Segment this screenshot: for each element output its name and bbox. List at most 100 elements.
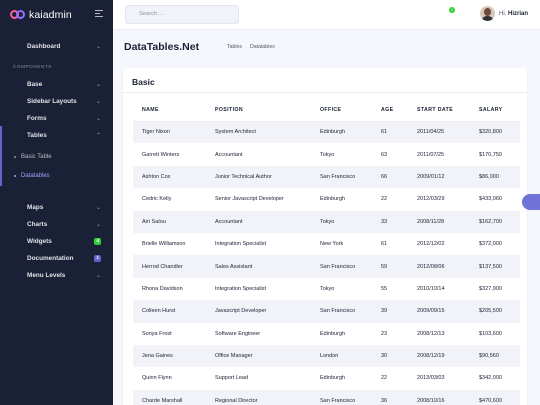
table-cell: 2010/10/14 xyxy=(417,285,445,292)
table-cell: Edinburgh xyxy=(320,196,346,203)
breadcrumb-tables[interactable]: Tables xyxy=(227,44,242,50)
greeting-text: Hi, xyxy=(499,11,507,17)
settings-tab[interactable] xyxy=(522,194,540,210)
logo-icon xyxy=(10,10,26,20)
sidebar-item-forms[interactable]: Forms ⌄ xyxy=(27,112,101,124)
table-row[interactable]: Charde Marshall Regional Director San Fran… xyxy=(133,389,520,405)
user-greeting[interactable]: Hi, Hizrian xyxy=(499,11,528,17)
table-cell: Sales Assistant xyxy=(206,255,311,278)
avatar[interactable] xyxy=(480,6,495,21)
table-cell: Rhona Davidson xyxy=(142,285,183,292)
sidebar-item-tables[interactable]: Tables ⌃ xyxy=(27,129,101,141)
bullet-icon xyxy=(14,156,16,158)
table-cell: 59 xyxy=(372,255,408,278)
column-header[interactable]: NAME xyxy=(133,100,206,122)
sidebar-item-label: Forms xyxy=(27,114,47,122)
sidebar-item-dashboard[interactable]: Dashboard ⌄ xyxy=(27,40,101,52)
sidebar-item-sidebar-layouts[interactable]: Sidebar Layouts ⌄ xyxy=(27,95,101,107)
chevron-down-icon: ⌄ xyxy=(95,98,101,105)
table-cell: Airi Satou xyxy=(133,210,206,233)
table-cell: 2013/03/03 xyxy=(417,375,445,382)
breadcrumb-datatables[interactable]: Datatables xyxy=(250,44,275,50)
column-header[interactable]: OFFICE xyxy=(311,100,372,122)
table-row[interactable]: Tiger Nixon System Architect Edinburgh 61 20… xyxy=(133,121,520,144)
section-label: COMPONENTS xyxy=(13,64,52,69)
sidebar-item-menu-levels[interactable]: Menu Levels ⌄ xyxy=(27,269,101,281)
card-title: Basic xyxy=(132,77,155,87)
table-cell: Accountant xyxy=(206,210,311,233)
chevron-down-icon: ⌄ xyxy=(95,43,101,50)
sidebar-item-widgets[interactable]: Widgets 4 xyxy=(27,235,101,247)
table-cell: System Architect xyxy=(206,121,311,144)
chevron-down-icon: ⌄ xyxy=(95,272,101,279)
table-cell: 39 xyxy=(372,300,408,323)
table-cell: Herrod Chandler xyxy=(133,255,206,278)
column-header[interactable]: AGE xyxy=(372,100,408,122)
widgets-badge: 4 xyxy=(94,237,101,245)
table-cell: Junior Technical Author xyxy=(206,165,311,189)
table-cell: Tokyo xyxy=(320,151,335,158)
sidebar-item-label: Sidebar Layouts xyxy=(27,97,77,105)
table-cell: Jena Gaines xyxy=(133,344,206,368)
table-cell: $90,560 xyxy=(470,344,520,368)
sidebar-item-charts[interactable]: Charts ⌄ xyxy=(27,218,101,230)
table-cell: 2011/04/25 xyxy=(408,121,470,144)
table-cell: 2012/03/29 xyxy=(417,196,445,203)
documentation-badge: 1 xyxy=(94,254,101,262)
table-cell: Integration Specialist xyxy=(215,241,267,248)
sidebar-subitem-datatables[interactable]: Datatables xyxy=(14,173,50,179)
table-cell: 61 xyxy=(372,121,408,144)
sidebar-subitem-basic-table[interactable]: Basic Table xyxy=(14,154,52,160)
sidebar-item-label: Tables xyxy=(27,131,47,139)
sidebar-subitem-label: Basic Table xyxy=(21,154,52,160)
table-cell: San Francisco xyxy=(311,255,372,278)
logo[interactable]: kaiadmin xyxy=(0,0,113,30)
table-cell: San Francisco xyxy=(311,389,372,405)
chevron-down-icon: ⌄ xyxy=(95,204,101,211)
top-navbar: Search ... 4 Hi, Hizrian xyxy=(113,0,540,30)
table-cell: $137,500 xyxy=(470,255,520,278)
sidebar-item-documentation[interactable]: Documentation 1 xyxy=(27,252,101,264)
table-row[interactable]: Herrod Chandler Sales Assistant San Franci… xyxy=(133,255,520,278)
sidebar-item-base[interactable]: Base ⌄ xyxy=(27,78,101,90)
table-cell: Office Manager xyxy=(206,344,311,368)
table-cell: Cedric Kelly xyxy=(142,196,172,203)
table-cell: 2009/01/12 xyxy=(408,165,470,189)
table-cell: 2011/07/25 xyxy=(417,151,445,158)
table-cell: 22 xyxy=(381,196,388,203)
table-row[interactable]: Garrett Winters Accountant Tokyo 63 2011/07/… xyxy=(133,143,520,165)
table-cell: 2008/10/16 xyxy=(408,389,470,405)
table-cell: 2008/12/19 xyxy=(408,344,470,368)
table-cell: 2009/09/15 xyxy=(408,300,470,323)
table-row[interactable]: Ashton Cox Junior Technical Author San Fra… xyxy=(133,165,520,189)
table-cell: 33 xyxy=(372,210,408,233)
column-header[interactable]: SALARY xyxy=(470,100,520,122)
table-cell: Accountant xyxy=(215,151,243,158)
table-row[interactable]: Jena Gaines Office Manager London 30 2008/12… xyxy=(133,344,520,368)
table-cell: Tokyo xyxy=(311,210,372,233)
table-cell: Edinburgh xyxy=(320,330,346,337)
column-header[interactable]: START DATE xyxy=(408,100,470,122)
table-cell: 23 xyxy=(381,330,388,337)
table-row[interactable]: Brielle Williamson Integration Specialist… xyxy=(133,233,520,255)
active-indicator xyxy=(0,126,2,186)
table-cell: $327,900 xyxy=(479,285,502,292)
notification-badge[interactable]: 4 xyxy=(449,7,455,13)
column-header[interactable]: POSITION xyxy=(206,100,311,122)
table-row[interactable]: Quinn Flynn Support Lead Edinburgh 22 2013/0… xyxy=(133,367,520,389)
table-row[interactable]: Sonya Frost Software Engineer Edinburgh 23 2… xyxy=(133,323,520,345)
table-row[interactable]: Airi Satou Accountant Tokyo 33 2008/11/28 $16… xyxy=(133,210,520,233)
chevron-up-icon: ⌃ xyxy=(95,132,101,139)
table-row[interactable]: Cedric Kelly Senior Javascript Developer E… xyxy=(133,188,520,210)
menu-toggle-icon[interactable] xyxy=(95,10,103,19)
table-cell: 2012/12/02 xyxy=(417,241,445,248)
sidebar-subitem-label: Datatables xyxy=(21,173,50,179)
table-cell: London xyxy=(311,344,372,368)
sidebar: kaiadmin Dashboard ⌄ COMPONENTS Base ⌄ Sid… xyxy=(0,0,113,405)
table-row[interactable]: Rhona Davidson Integration Specialist Toky… xyxy=(133,278,520,300)
table-cell: New York xyxy=(320,241,344,248)
sidebar-item-maps[interactable]: Maps ⌄ xyxy=(27,201,101,213)
search-input[interactable]: Search ... xyxy=(125,5,239,24)
breadcrumb: Tables Datatables xyxy=(227,44,275,50)
table-row[interactable]: Colleen Hurst Javascript Developer San Fra… xyxy=(133,300,520,323)
